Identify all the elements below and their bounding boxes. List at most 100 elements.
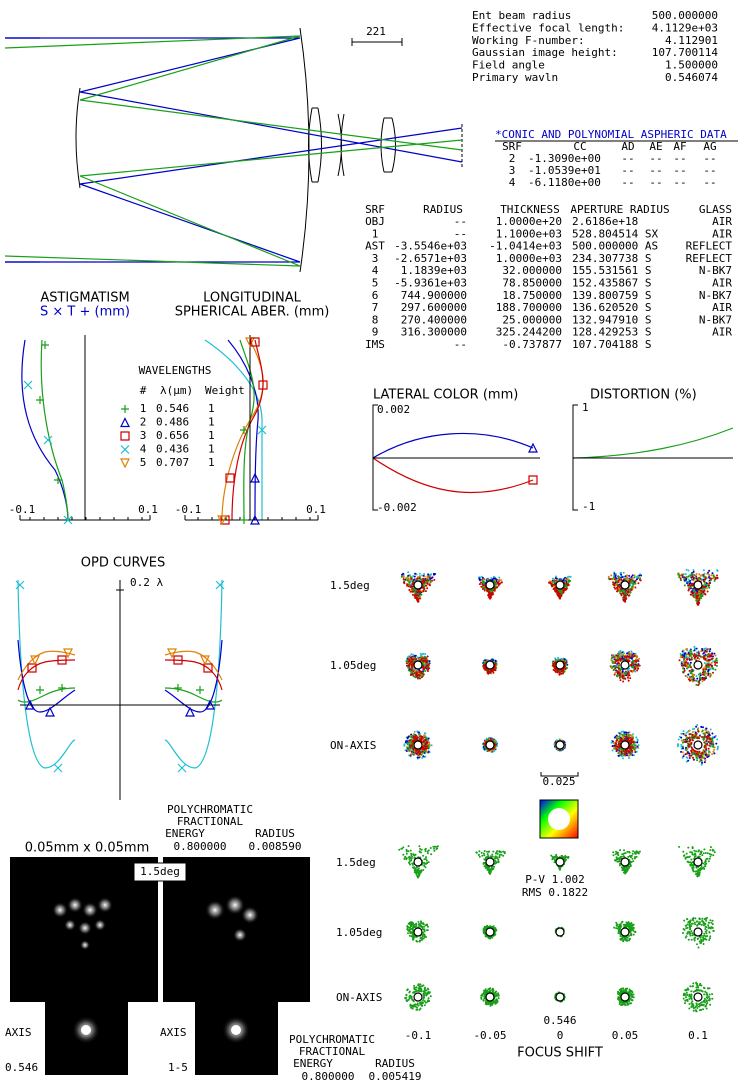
spot-dot: [553, 665, 556, 668]
spot-dot: [716, 661, 718, 664]
spot-dot: [712, 577, 715, 580]
spot-dot: [404, 741, 407, 744]
spot-dot: [424, 590, 427, 593]
marker: [196, 686, 204, 694]
table-cell: 132.947910 S: [572, 313, 651, 326]
spot-dot: [416, 736, 419, 739]
chief-ray: [555, 580, 565, 590]
spot-dot: [711, 653, 713, 656]
table-cell: 188.700000: [496, 301, 562, 314]
spot-dot: [619, 733, 622, 736]
spot-dot: [707, 663, 710, 666]
tick-label: -0.1: [9, 503, 36, 516]
spot-dot: [627, 591, 630, 593]
spot-dot: [709, 579, 712, 582]
table-header: THICKNESS: [500, 203, 560, 216]
spot-dot: [616, 588, 619, 591]
spot-dot: [484, 668, 487, 671]
spot-dot: [417, 576, 419, 579]
spot-dot: [412, 589, 415, 592]
spot-dot: [490, 592, 493, 595]
tick-label: -1: [582, 500, 595, 513]
spot-dot: [406, 583, 409, 586]
spot-dot: [556, 593, 559, 596]
table-cell: 5: [372, 277, 379, 290]
table-cell: AIR: [712, 227, 732, 240]
spot-dot: [613, 584, 616, 587]
spot-dot: [696, 602, 699, 604]
spot-dot: [708, 582, 711, 585]
spot-dot: [617, 652, 620, 655]
spot-dot: [480, 585, 483, 588]
marker: [41, 341, 49, 349]
spot-dot: [613, 572, 616, 575]
spot-dot: [423, 745, 426, 747]
spot-dot: [486, 578, 489, 581]
spot-dot: [634, 586, 637, 589]
spot-dot: [415, 597, 418, 600]
spot-dot: [683, 576, 686, 579]
spot-dot: [707, 655, 710, 658]
spot-dot: [416, 674, 419, 677]
spot-dot: [698, 597, 701, 600]
marker: [58, 684, 66, 692]
spot-dot: [710, 665, 713, 668]
spot-dot: [680, 664, 683, 667]
distortion-curve: [572, 427, 734, 459]
spot-dot: [424, 732, 427, 735]
table-cell: -5.9361e+03: [394, 277, 467, 290]
spot-dot: [677, 573, 680, 576]
plot-title: OPD CURVES: [81, 556, 166, 571]
table-cell: REFLECT: [686, 240, 733, 253]
spot-dot: [636, 739, 639, 742]
spot-dot: [406, 737, 409, 740]
spot-dot: [426, 582, 429, 585]
spot-dot: [431, 579, 434, 582]
spot-dot: [408, 662, 411, 665]
table-cell: 1: [208, 429, 215, 442]
spot-dot: [497, 583, 500, 586]
spot-dot: [429, 575, 432, 578]
spot-dot: [617, 579, 620, 582]
opd-axes: [20, 580, 220, 800]
table-cell: AIR: [712, 277, 732, 290]
table-title: WAVELENGTHS: [139, 364, 212, 377]
psf-images: [10, 857, 310, 1075]
table-cell: 0.436: [156, 443, 189, 456]
spot-dot: [691, 592, 694, 595]
spot-dot: [623, 596, 626, 599]
spot-dot: [624, 600, 627, 603]
spot-dot: [420, 593, 423, 596]
table-cell: --: [673, 152, 686, 165]
marker: [54, 476, 62, 484]
opd-curves: [164, 579, 223, 769]
spot-dot: [416, 676, 419, 679]
table-cell: 0.546: [156, 402, 189, 415]
spot-dot: [612, 581, 615, 584]
table-cell: N-BK7: [699, 313, 732, 326]
spot-dot: [683, 663, 686, 666]
spot-dot: [406, 579, 409, 581]
spot-dot: [427, 668, 430, 671]
spot-dot: [614, 656, 617, 658]
spot-dot: [683, 654, 686, 657]
marker: [215, 580, 225, 590]
spot-dot: [417, 599, 420, 602]
spot-dot: [701, 595, 704, 598]
field-label: 1.5deg: [330, 579, 370, 592]
spot-dot: [418, 671, 421, 673]
spot-dot: [711, 572, 714, 575]
marker: [30, 655, 40, 666]
spot-dot: [707, 674, 710, 677]
spot-dot: [551, 664, 554, 667]
table-cell: 155.531561 S: [572, 264, 651, 277]
spot-dot: [423, 748, 426, 751]
spot-dot: [494, 583, 497, 586]
spot-dot: [426, 587, 429, 590]
spot-dot: [425, 579, 428, 582]
spot-dot: [698, 591, 701, 594]
spot-dot: [633, 574, 636, 577]
spot-dot: [703, 662, 706, 664]
spot-dot: [637, 659, 640, 662]
spot-dot: [566, 579, 569, 582]
